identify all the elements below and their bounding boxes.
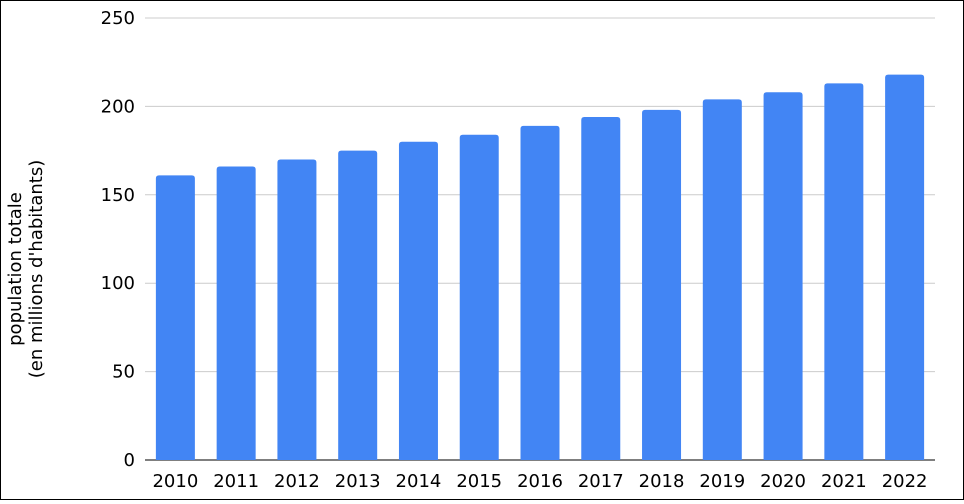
x-tick-label: 2019: [699, 471, 745, 492]
y-tick-label: 100: [101, 273, 135, 294]
x-tick-label: 2012: [274, 471, 320, 492]
x-tick-label: 2014: [396, 471, 442, 492]
bar-2016: [520, 125, 560, 461]
bar-2014: [398, 141, 438, 460]
bar-2012: [277, 159, 317, 460]
y-tick-label: 0: [124, 450, 135, 471]
x-tick-label: 2022: [882, 471, 928, 492]
bar-2020: [763, 92, 803, 461]
x-tick-label: 2020: [760, 471, 806, 492]
bar-2021: [824, 83, 864, 460]
bar-2022: [885, 74, 925, 461]
y-tick-label: 250: [101, 8, 135, 29]
x-tick-label: 2013: [335, 471, 381, 492]
bars: [155, 74, 925, 461]
bar-2018: [642, 109, 682, 460]
bar-2011: [216, 166, 256, 460]
x-tick-label: 2017: [578, 471, 624, 492]
x-tick-label: 2018: [639, 471, 685, 492]
y-tick-label: 200: [101, 96, 135, 117]
y-axis-title-line2: (en millions d'habitants): [26, 160, 47, 378]
bar-2010: [155, 175, 195, 461]
y-axis-title: population totale (en millions d'habitan…: [5, 160, 47, 378]
x-tick-label: 2021: [821, 471, 867, 492]
x-tick-label: 2015: [456, 471, 502, 492]
y-axis-title-line1: population totale: [5, 192, 26, 346]
x-tick-labels: 2010 2011 2012 2013 2014 2015 2016 2017 2018 2019…: [152, 471, 927, 492]
y-tick-label: 150: [101, 185, 135, 206]
x-tick-label: 2016: [517, 471, 563, 492]
bar-2017: [581, 117, 621, 461]
bar-2015: [459, 134, 499, 461]
y-tick-labels: 0 50 100 150 200 250: [101, 8, 135, 471]
bar-2013: [338, 150, 378, 460]
bar-2019: [702, 99, 742, 460]
x-tick-label: 2011: [213, 471, 259, 492]
x-tick-label: 2010: [152, 471, 198, 492]
y-tick-label: 50: [112, 362, 135, 383]
